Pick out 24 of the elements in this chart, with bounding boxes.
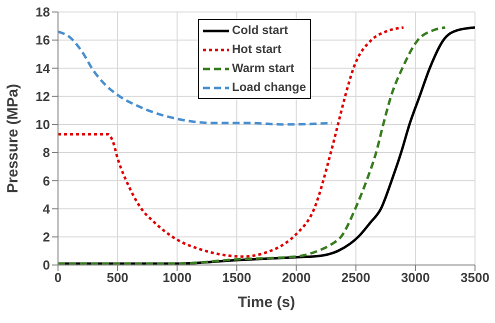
y-tick-label: 18 [36,4,50,20]
y-tick-label: 16 [36,32,50,48]
x-tick-label: 1500 [222,270,252,286]
x-tick-label: 2500 [341,270,370,286]
y-axis-title: Pressure (MPa) [4,84,22,194]
x-tick-label: 2000 [282,270,311,286]
x-tick-label: 1000 [162,270,192,286]
legend-label: Cold start [232,22,288,39]
y-tick-label: 4 [42,201,51,216]
legend-label: Hot start [232,41,282,58]
y-tick-label: 14 [36,60,51,76]
y-tick-label: 0 [42,258,50,273]
x-tick-label: 500 [106,270,128,286]
y-tick-label: 6 [42,173,50,188]
y-tick-label: 12 [36,88,50,104]
x-tick-label: 0 [54,270,62,286]
legend-label: Warm start [232,60,294,77]
legend-label: Load change [232,79,306,96]
y-tick-label: 10 [36,117,50,132]
x-tick-label: 3000 [400,270,430,286]
y-tick-label: 8 [42,145,50,160]
y-tick-label: 2 [42,230,50,245]
x-axis-title: Time (s) [238,294,296,311]
x-tick-label: 3500 [460,270,490,286]
